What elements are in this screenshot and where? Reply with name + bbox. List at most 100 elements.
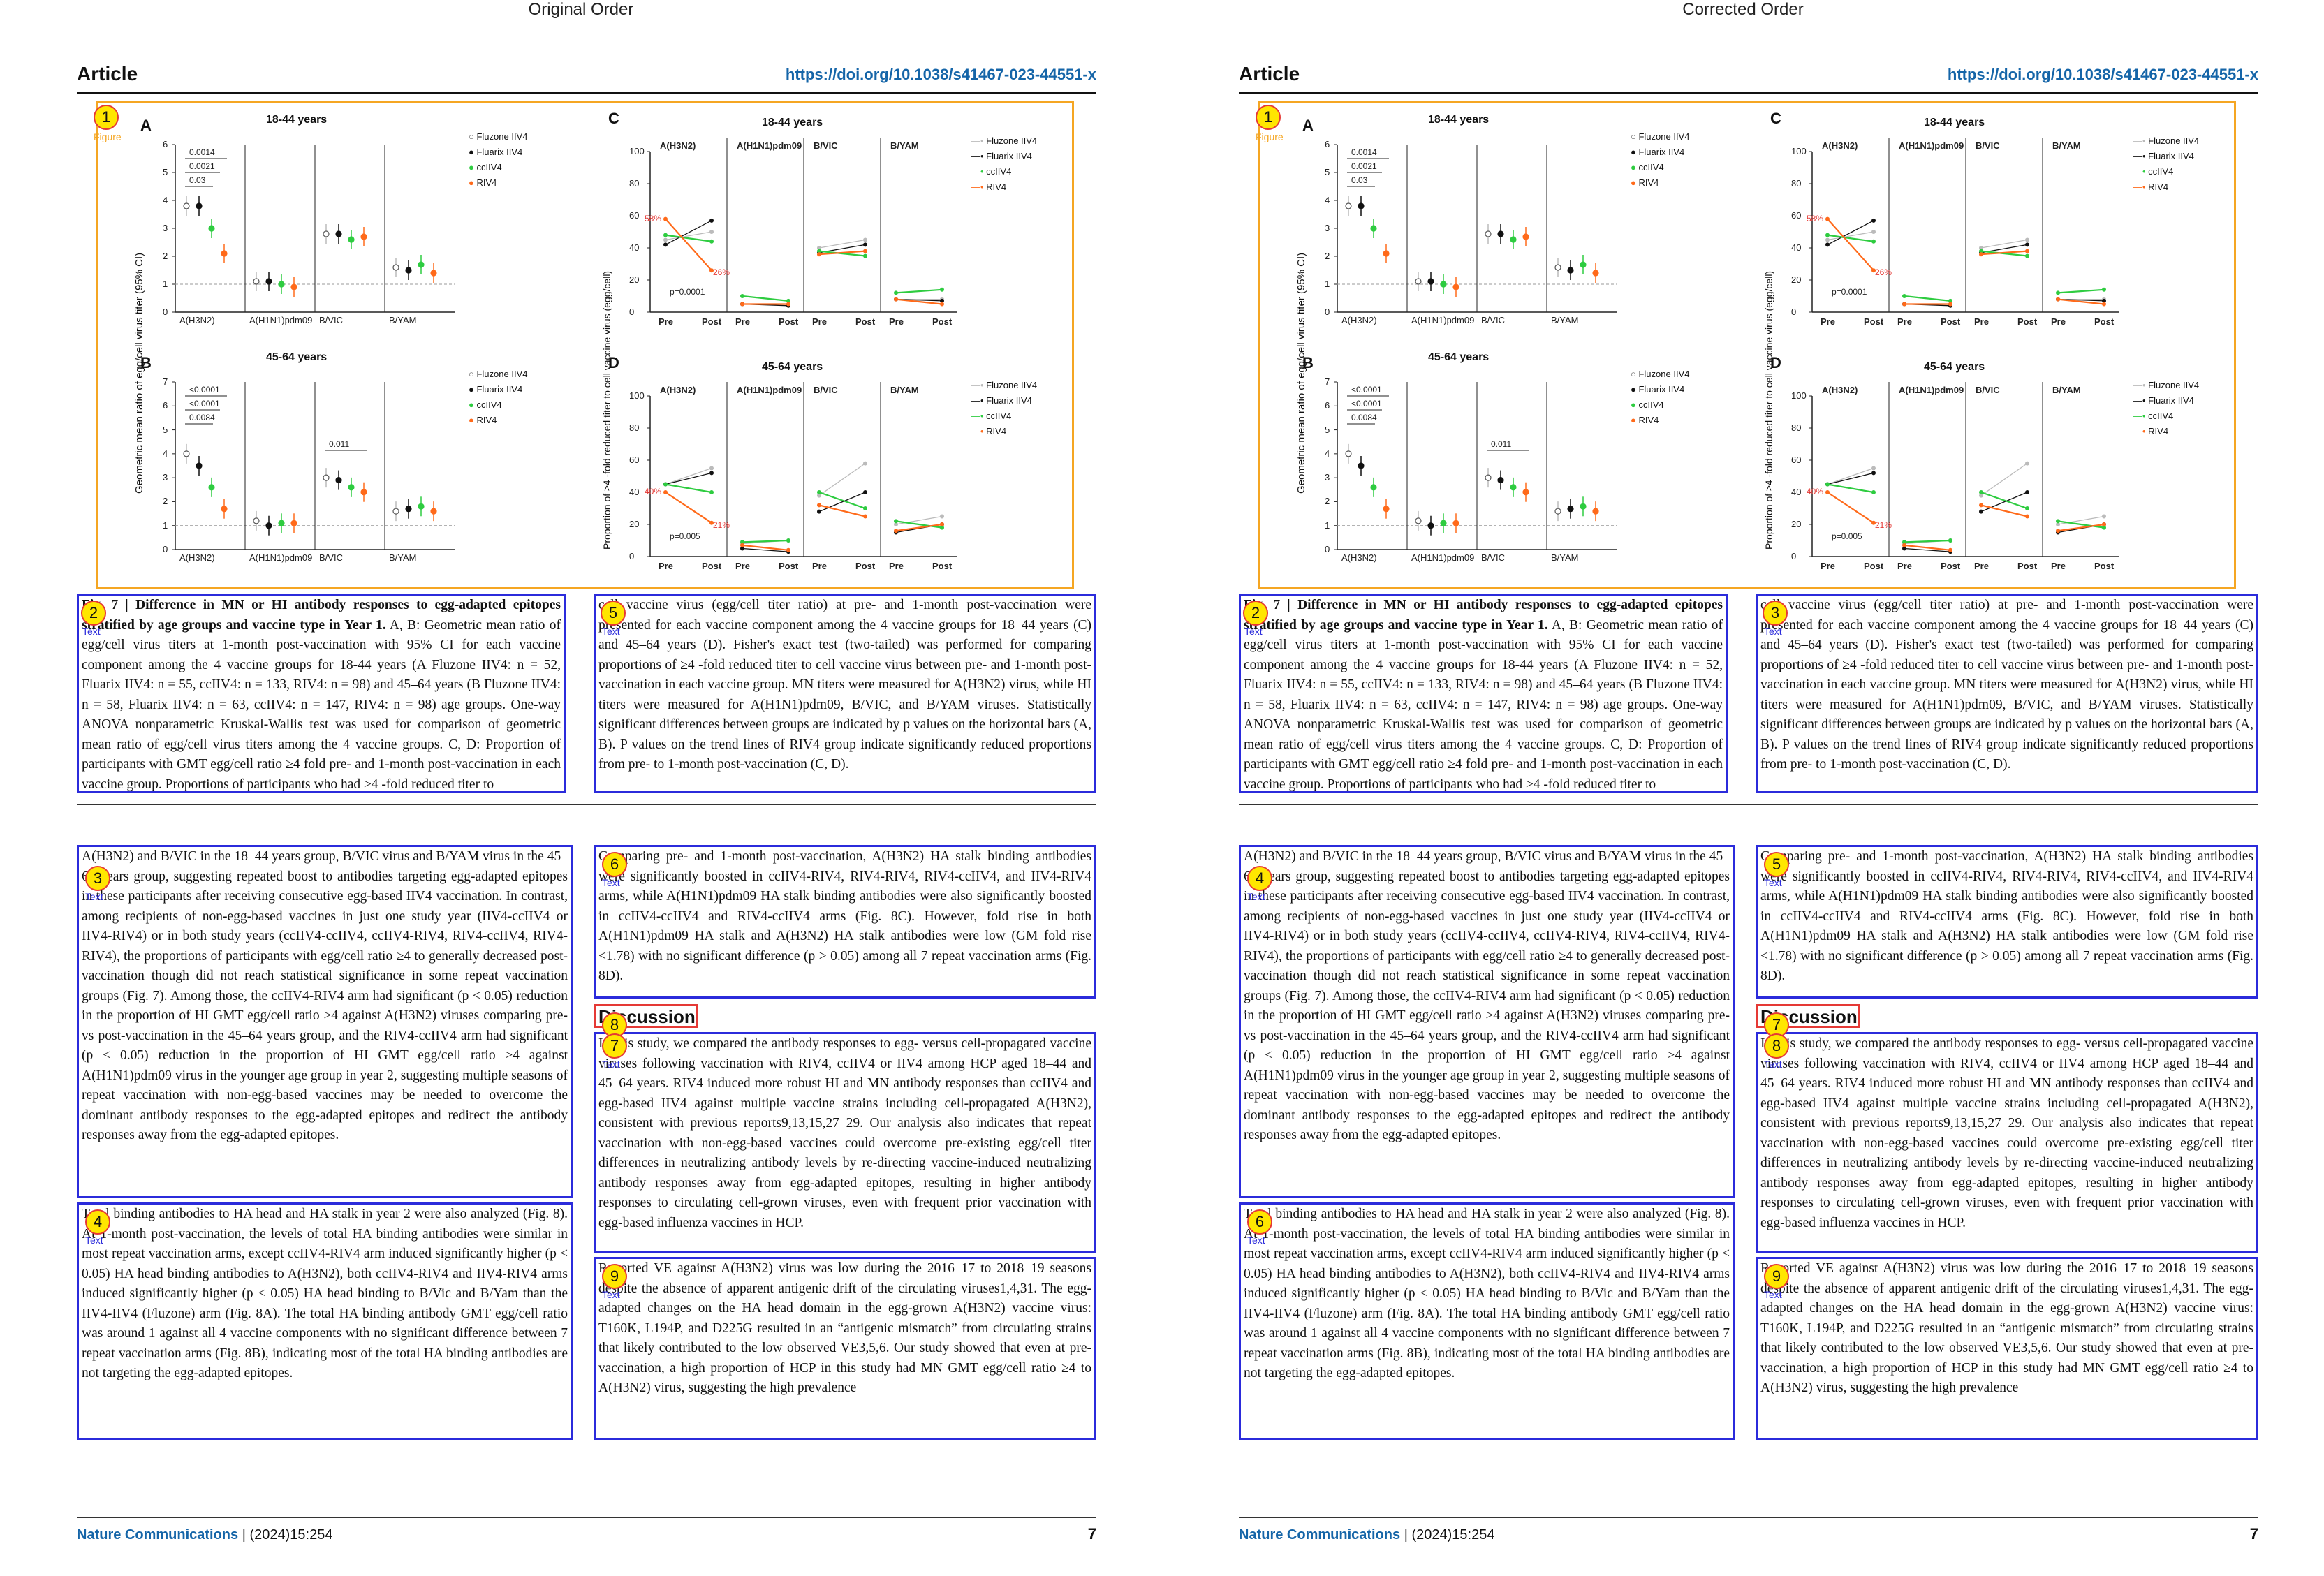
legend-marker: —• xyxy=(2133,380,2149,390)
region-tag-text: Text xyxy=(1764,877,1782,888)
series-line xyxy=(1827,234,1874,242)
series-line xyxy=(818,491,866,510)
data-point xyxy=(1358,202,1365,209)
data-point xyxy=(418,261,425,268)
data-point xyxy=(1370,225,1377,232)
y-tick-label: 100 xyxy=(1791,146,1807,156)
y-tick-label: 80 xyxy=(1791,422,1802,433)
legend-marker: ○ xyxy=(1631,131,1639,142)
scatter-plot-svg xyxy=(172,381,455,550)
legend-item: ○ Fluzone IIV4 xyxy=(1631,367,1689,382)
y-tick-label: 40 xyxy=(1791,242,1802,253)
y-tick-label: 60 xyxy=(629,455,640,465)
legend-label: Fluarix IIV4 xyxy=(476,384,523,395)
x-tick-label: Pre xyxy=(1974,561,1989,571)
footer-citation: Nature Communications | (2024)15:254 xyxy=(77,1527,332,1543)
data-point xyxy=(1358,462,1365,469)
subfigure-letter: B xyxy=(140,354,152,371)
series-line xyxy=(1980,492,2028,513)
header-doi-link[interactable]: https://doi.org/10.1038/s41467-023-44551… xyxy=(1947,66,2258,83)
y-tick-label: 6 xyxy=(1325,400,1330,411)
data-point xyxy=(1979,503,1983,508)
body-col1-bottom: Total binding antibodies to HA head and … xyxy=(77,1202,573,1440)
footer-journal[interactable]: Nature Communications xyxy=(77,1527,239,1542)
region-tag-text: Text xyxy=(85,891,103,902)
footer-journal[interactable]: Nature Communications xyxy=(1239,1527,1401,1542)
data-point xyxy=(709,520,714,525)
legend-marker: ● xyxy=(469,162,477,172)
data-point xyxy=(817,490,821,494)
legend-marker: —• xyxy=(971,426,987,436)
paragraph: Total binding antibodies to HA head and … xyxy=(1244,1207,1730,1380)
paragraph: A(H3N2) and B/VIC in the 18–44 years gro… xyxy=(1244,849,1730,1142)
region-tag-text: Text xyxy=(82,626,101,637)
series-line xyxy=(1904,539,1951,543)
x-group-label: A(H3N2) xyxy=(179,552,215,563)
data-point xyxy=(183,202,190,209)
legend-marker: —• xyxy=(2133,426,2149,436)
group-header: B/VIC xyxy=(1976,140,2000,151)
x-tick-label: Pre xyxy=(889,316,904,327)
legend-marker: ● xyxy=(1631,162,1639,172)
data-point xyxy=(1415,278,1422,285)
data-point xyxy=(709,471,714,476)
data-point xyxy=(740,540,744,545)
series-line xyxy=(1980,504,2028,517)
x-group-label: A(H1N1)pdm09 xyxy=(249,315,313,325)
legend-item: ● RIV4 xyxy=(469,175,527,191)
series-line xyxy=(1827,472,1874,485)
subfigure-B: B 45-64 years 0 1 2 3 4 5 6 7 A(H3N2) A(H1N1)pdm09 B… xyxy=(1288,351,1721,577)
data-point xyxy=(335,476,342,484)
y-tick-label: 4 xyxy=(163,195,168,205)
x-tick-label: Pre xyxy=(1897,561,1912,571)
y-tick-label: 100 xyxy=(629,146,645,156)
data-point xyxy=(2025,249,2029,253)
percent-label: 26% xyxy=(1875,267,1892,278)
significance-label: 0.011 xyxy=(1491,439,1512,449)
legend-label: Fluzone IIV4 xyxy=(1638,131,1690,142)
data-point xyxy=(221,506,228,513)
series-line xyxy=(665,234,712,242)
x-tick-label: Post xyxy=(702,561,722,571)
x-group-label: A(H1N1)pdm09 xyxy=(249,552,313,563)
data-point xyxy=(208,225,215,232)
percent-label: 40% xyxy=(1807,487,1824,496)
significance-label: 0.0084 xyxy=(189,413,215,422)
data-point xyxy=(940,298,944,303)
y-tick-label: 40 xyxy=(629,487,640,497)
data-point xyxy=(265,522,272,529)
subfigure-letter: B xyxy=(1302,354,1314,371)
legend-item: ● RIV4 xyxy=(469,413,527,428)
subfigure-letter: C xyxy=(608,110,619,127)
x-group-label: A(H1N1)pdm09 xyxy=(1411,315,1475,325)
y-tick-label: 20 xyxy=(629,274,640,285)
x-tick-label: Pre xyxy=(812,561,827,571)
x-group-label: A(H1N1)pdm09 xyxy=(1411,552,1475,563)
y-tick-label: 40 xyxy=(629,242,640,253)
legend-label: RIV4 xyxy=(1638,177,1659,188)
legend-marker: —• xyxy=(971,135,987,146)
legend-label: Fluzone IIV4 xyxy=(1638,369,1690,379)
series-line xyxy=(1904,547,1951,552)
group-header: B/VIC xyxy=(814,140,838,151)
data-point xyxy=(1871,471,1876,476)
line-plot-svg xyxy=(1809,382,2119,557)
data-point xyxy=(418,503,425,510)
data-point xyxy=(663,490,668,494)
data-point xyxy=(360,489,367,496)
data-point xyxy=(940,302,944,307)
legend-marker: ○ xyxy=(469,369,477,379)
y-tick-label: 1 xyxy=(1325,520,1330,531)
subfigure-title: 45-64 years xyxy=(1924,361,1985,373)
legend-label: ccIIV4 xyxy=(476,162,502,172)
data-point xyxy=(1979,246,1983,250)
data-point xyxy=(817,503,821,508)
group-header: B/YAM xyxy=(890,385,919,395)
series-line xyxy=(818,250,866,257)
paragraph: Comparing pre- and 1-month post-vaccinat… xyxy=(1760,849,2253,983)
legend-label: ccIIV4 xyxy=(986,411,1012,421)
x-tick-label: Post xyxy=(2017,561,2038,571)
legend-marker: —• xyxy=(2133,135,2149,146)
subfigure-title: 18-44 years xyxy=(1428,114,1490,126)
header-doi-link[interactable]: https://doi.org/10.1038/s41467-023-44551… xyxy=(785,66,1096,83)
